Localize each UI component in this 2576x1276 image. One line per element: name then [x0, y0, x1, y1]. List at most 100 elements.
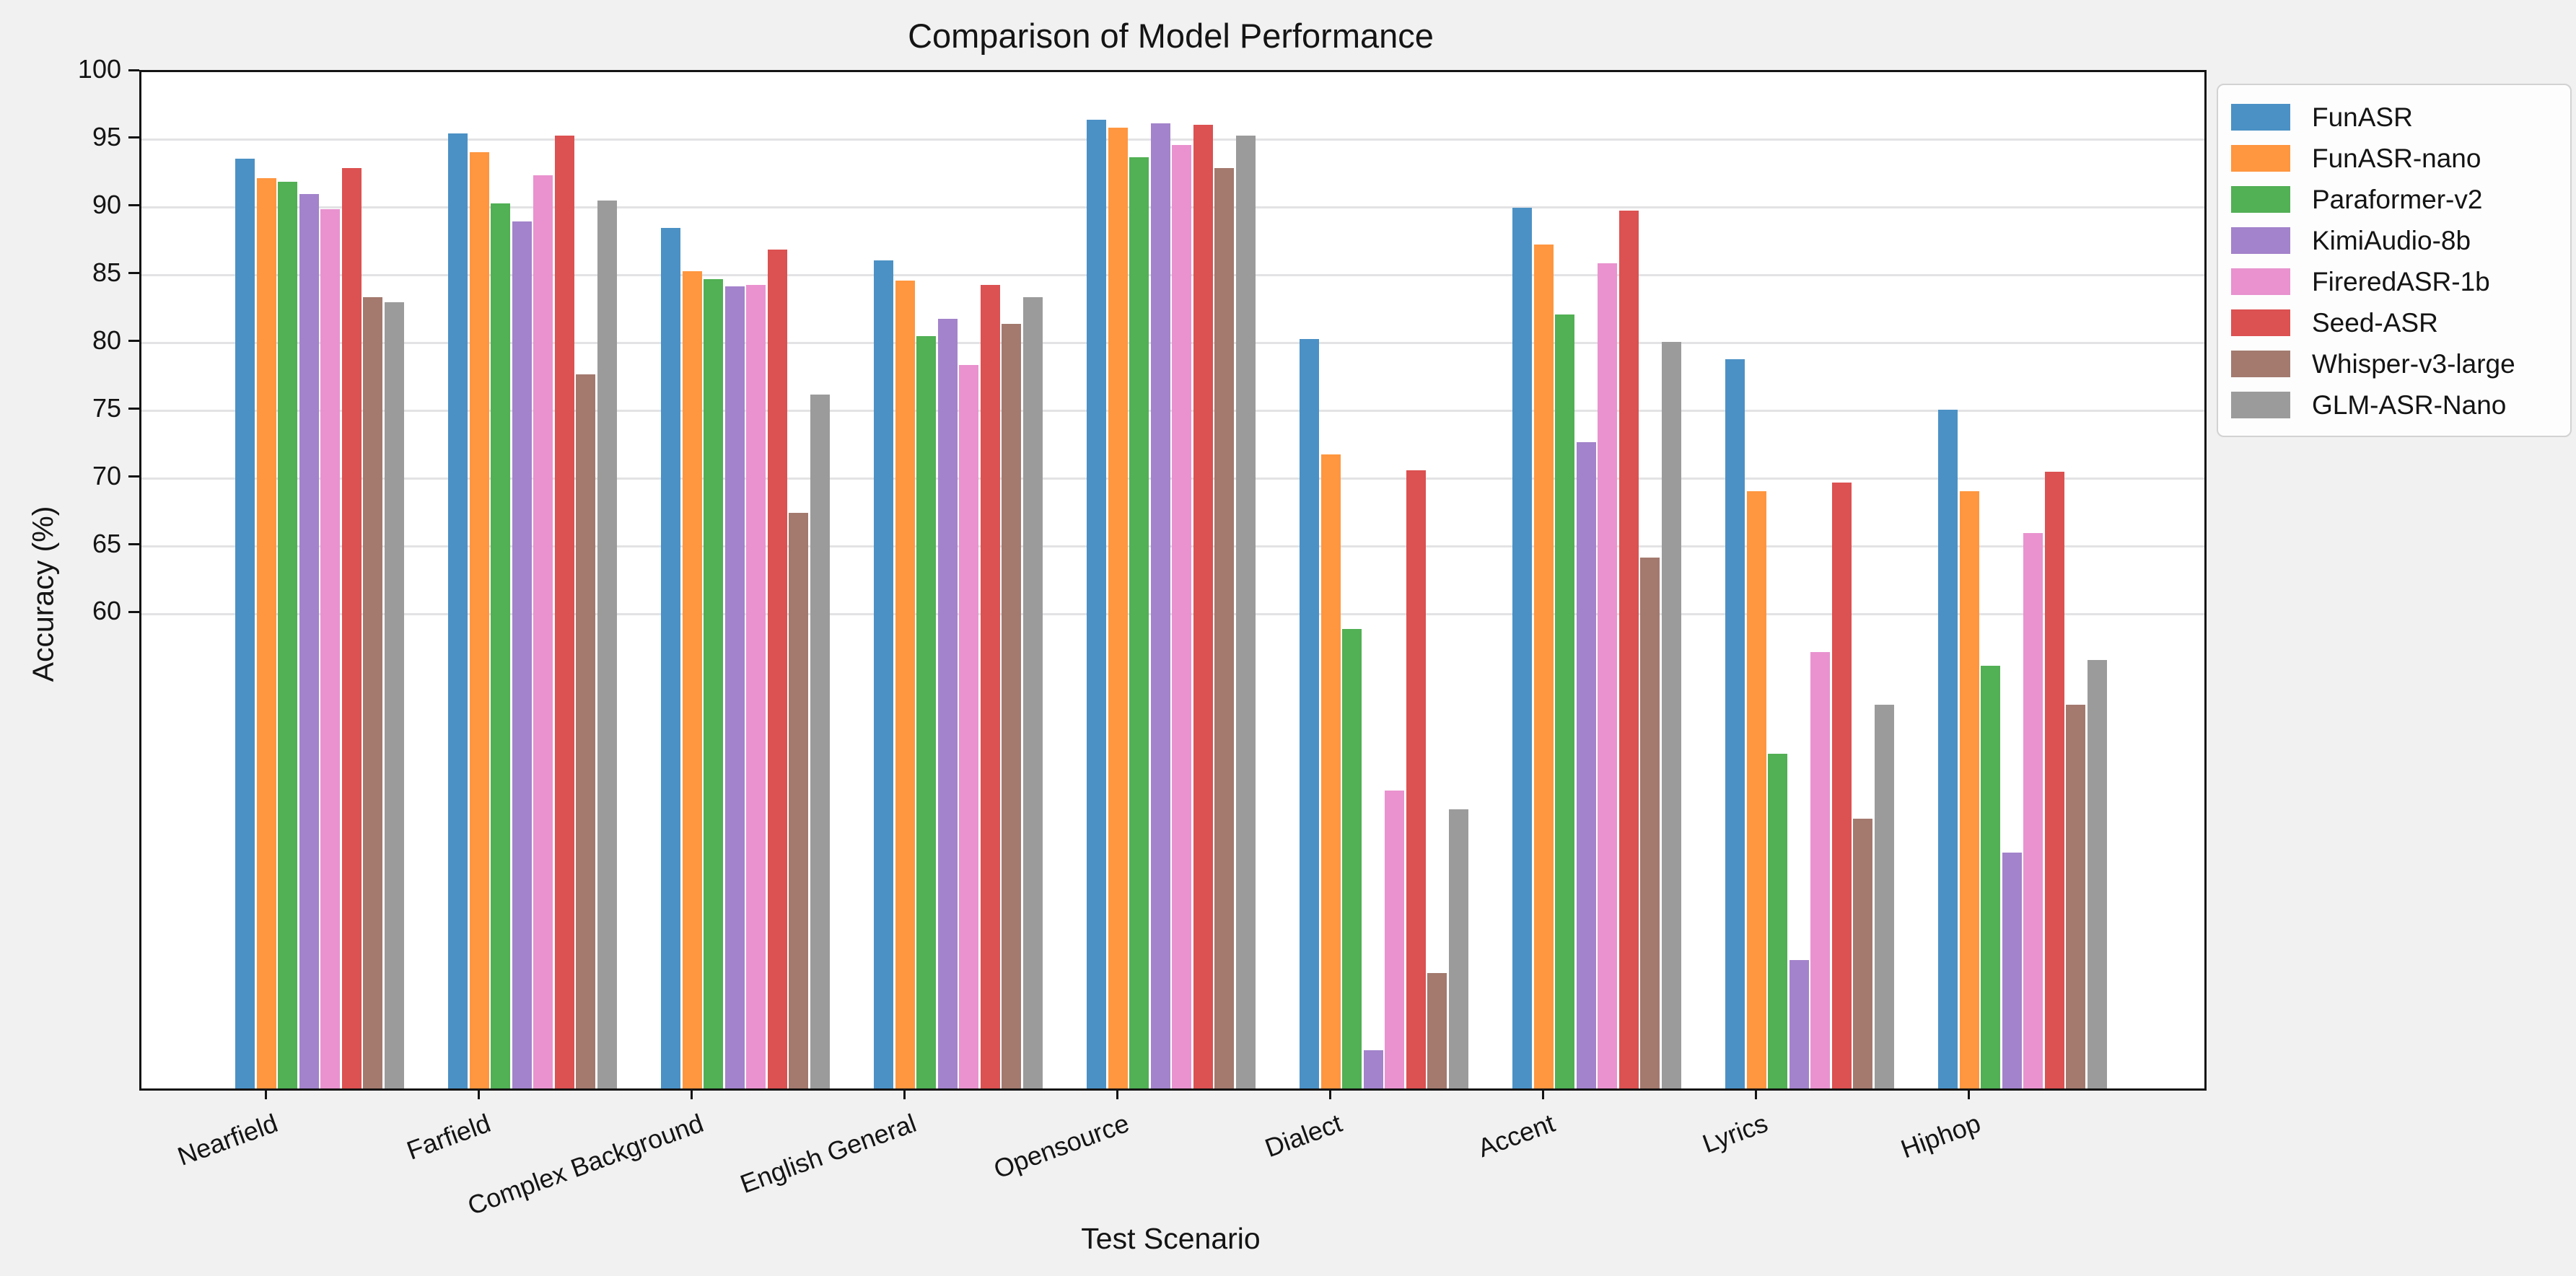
legend-swatch-funasr-nano [2231, 145, 2290, 172]
y-tick-label: 95 [92, 121, 121, 151]
bar-whisper-v3-large-english-general [1002, 324, 1021, 1088]
bar-seed-asr-accent [1618, 210, 1639, 1088]
bar-funasr-dialect [1300, 339, 1319, 1088]
y-tick-mark [128, 272, 139, 275]
legend-item-paraformer-v2: Paraformer-v2 [2218, 179, 2570, 220]
bar-kimiaudio-8b-hiphop [2002, 853, 2022, 1088]
bar-paraformer-v2-farfield [491, 203, 510, 1088]
bar-whisper-v3-large-accent [1640, 557, 1660, 1088]
bar-paraformer-v2-complex-background [704, 279, 723, 1088]
bar-kimiaudio-8b-english-general [937, 318, 958, 1088]
legend-label: Paraformer-v2 [2312, 184, 2483, 214]
bar-fireredasr-1b-hiphop [2023, 532, 2043, 1088]
bar-whisper-v3-large-opensource [1214, 168, 1234, 1088]
bar-glm-asr-nano-opensource [1235, 136, 1256, 1088]
x-tick-mark [690, 1088, 693, 1099]
legend-label: FunASR [2312, 102, 2413, 132]
bar-funasr-nano-dialect [1320, 454, 1341, 1088]
y-tick-label: 85 [92, 257, 121, 287]
y-tick-label: 60 [92, 596, 121, 626]
bar-seed-asr-lyrics [1831, 483, 1852, 1088]
bar-glm-asr-nano-accent [1661, 341, 1681, 1088]
y-tick-mark [128, 136, 139, 139]
bar-funasr-nano-accent [1533, 244, 1554, 1088]
x-tick-label-farfield: Farfield [403, 1108, 495, 1166]
bar-paraformer-v2-lyrics [1768, 753, 1787, 1088]
bar-fireredasr-1b-lyrics [1810, 652, 1830, 1088]
legend-label: KimiAudio-8b [2312, 225, 2471, 255]
bar-kimiaudio-8b-dialect [1363, 1050, 1383, 1088]
bar-funasr-nano-complex-background [682, 271, 702, 1088]
x-tick-label-hiphop: Hiphop [1896, 1108, 1985, 1164]
bar-seed-asr-hiphop [2044, 472, 2064, 1088]
legend-swatch-seed-asr [2231, 309, 2290, 336]
y-tick-label: 75 [92, 392, 121, 423]
bar-fireredasr-1b-english-general [959, 364, 978, 1088]
legend-item-fireredasr-1b: FireredASR-1b [2218, 261, 2570, 302]
bar-paraformer-v2-accent [1555, 314, 1574, 1088]
legend-item-whisper-v3-large: Whisper-v3-large [2218, 343, 2570, 384]
bar-fireredasr-1b-complex-background [746, 284, 766, 1088]
bar-seed-asr-complex-background [767, 250, 787, 1088]
bar-funasr-nearfield [235, 159, 255, 1088]
bar-paraformer-v2-dialect [1342, 629, 1362, 1088]
plot-area [139, 70, 2207, 1091]
legend-swatch-glm-asr-nano [2231, 392, 2290, 418]
bar-paraformer-v2-hiphop [1981, 665, 2000, 1088]
y-tick-label: 100 [77, 54, 121, 84]
bar-funasr-english-general [874, 260, 893, 1088]
bar-paraformer-v2-opensource [1129, 157, 1149, 1088]
bar-funasr-accent [1512, 207, 1532, 1088]
x-tick-label-accent: Accent [1473, 1108, 1559, 1163]
bar-fireredasr-1b-dialect [1385, 790, 1404, 1088]
legend-label: FireredASR-1b [2312, 266, 2490, 296]
x-tick-label-nearfield: Nearfield [173, 1108, 282, 1171]
legend-swatch-fireredasr-1b [2231, 268, 2290, 295]
bar-kimiaudio-8b-complex-background [724, 286, 745, 1088]
x-tick-mark [1116, 1088, 1118, 1099]
x-tick-mark [264, 1088, 267, 1099]
bar-glm-asr-nano-farfield [597, 201, 617, 1088]
bar-paraformer-v2-english-general [916, 336, 936, 1088]
x-tick-label-english-general: English General [736, 1108, 921, 1200]
legend-item-funasr: FunASR [2218, 97, 2570, 138]
y-tick-label: 70 [92, 460, 121, 490]
y-tick-mark [128, 69, 139, 71]
legend-swatch-whisper-v3-large [2231, 351, 2290, 377]
y-tick-mark [128, 204, 139, 207]
bar-funasr-nano-lyrics [1746, 490, 1766, 1088]
chart-title: Comparison of Model Performance [908, 17, 1434, 55]
bar-kimiaudio-8b-opensource [1150, 123, 1170, 1088]
bar-funasr-nano-english-general [895, 281, 915, 1088]
x-tick-label-lyrics: Lyrics [1698, 1108, 1772, 1159]
bar-fireredasr-1b-nearfield [320, 208, 340, 1088]
bar-seed-asr-opensource [1193, 125, 1213, 1088]
bar-glm-asr-nano-english-general [1022, 296, 1043, 1088]
bar-funasr-nano-nearfield [256, 177, 276, 1088]
legend-item-funasr-nano: FunASR-nano [2218, 138, 2570, 179]
bar-whisper-v3-large-dialect [1427, 973, 1447, 1088]
legend-swatch-kimiaudio-8b [2231, 227, 2290, 254]
y-tick-mark [128, 340, 139, 343]
bar-glm-asr-nano-dialect [1448, 809, 1468, 1088]
bar-whisper-v3-large-hiphop [2066, 705, 2085, 1088]
legend-swatch-funasr [2231, 104, 2290, 131]
bar-seed-asr-english-general [980, 284, 1000, 1088]
x-tick-label-complex-background: Complex Background [463, 1108, 708, 1221]
bar-glm-asr-nano-lyrics [1874, 705, 1894, 1088]
bar-whisper-v3-large-complex-background [789, 512, 808, 1088]
bar-seed-asr-dialect [1406, 470, 1426, 1088]
x-tick-mark [477, 1088, 480, 1099]
bar-funasr-lyrics [1725, 359, 1745, 1088]
y-tick-label: 65 [92, 528, 121, 558]
bar-kimiaudio-8b-accent [1576, 441, 1596, 1088]
bar-funasr-nano-hiphop [1959, 490, 1979, 1088]
legend: FunASR FunASR-nano Paraformer-v2 KimiAudio-… [2217, 84, 2572, 437]
y-tick-label: 90 [92, 189, 121, 219]
legend-label: Whisper-v3-large [2312, 348, 2515, 379]
y-tick-label: 80 [92, 325, 121, 355]
bar-whisper-v3-large-nearfield [363, 296, 382, 1088]
bar-glm-asr-nano-hiphop [2087, 660, 2107, 1088]
x-tick-label-dialect: Dialect [1261, 1108, 1346, 1163]
